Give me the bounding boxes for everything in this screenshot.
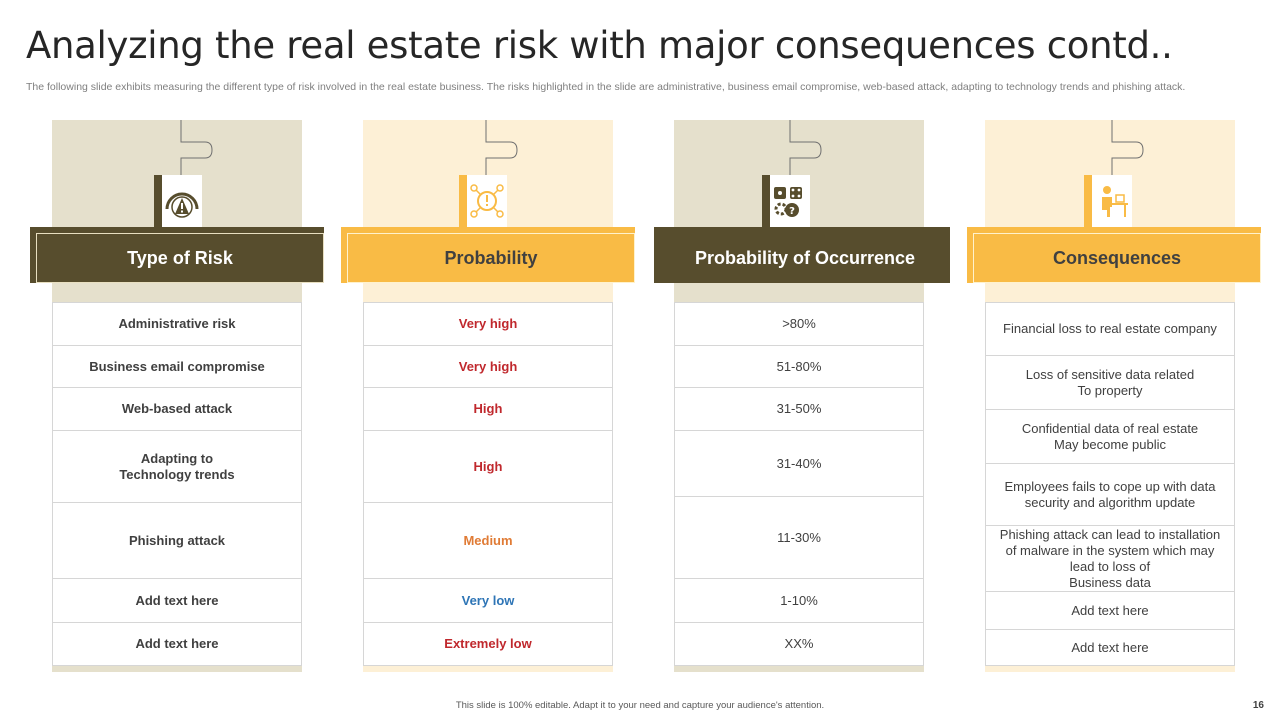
header-probability-of-occurrence: Probability of Occurrence <box>694 247 916 268</box>
table-cell: High <box>364 431 612 503</box>
header-type-of-risk: Type of Risk <box>36 233 324 283</box>
table-cell: Phishing attack <box>53 503 301 579</box>
table-cell: Phishing attack can lead to installation… <box>986 526 1234 592</box>
table-cell: Add text here <box>1071 639 1149 655</box>
network-alert-icon <box>459 175 507 227</box>
cells-probability: Very high Very high High High Medium Ver… <box>363 302 613 666</box>
table-cell: Confidential data of real estate May bec… <box>986 410 1234 464</box>
page-number: 16 <box>1252 700 1264 711</box>
person-desk-icon <box>1084 175 1132 227</box>
column-type-of-risk: Type of Risk Administrative risk Busines… <box>30 120 324 672</box>
table-cell: 51-80% <box>675 346 923 388</box>
table-cell: 31-50% <box>675 388 923 431</box>
puzzle-connector <box>789 120 822 175</box>
header-consequences: Consequences <box>973 233 1261 283</box>
column-probability: Probability Very high Very high High Hig… <box>341 120 635 672</box>
page-subtitle: The following slide exhibits measuring t… <box>26 81 1186 93</box>
cells-consequences: Financial loss to real estate company Lo… <box>985 302 1235 666</box>
table-cell: Administrative risk <box>53 303 301 346</box>
table-cell: Web-based attack <box>53 388 301 431</box>
table-cell: 11-30% <box>675 497 923 579</box>
table-cell: High <box>364 388 612 431</box>
column-probability-of-occurrence: ? Probability of Occurrence >80% 51-80% … <box>654 120 950 672</box>
svg-text:?: ? <box>789 206 795 217</box>
table-cell: >80% <box>675 303 923 346</box>
table-cell: Adapting to Technology trends <box>53 431 301 503</box>
puzzle-connector <box>1111 120 1144 175</box>
cells-probability-of-occurrence: >80% 51-80% 31-50% 31-40% 11-30% 1-10% X… <box>674 302 924 666</box>
header-probability: Probability <box>347 233 635 283</box>
column-consequences: Consequences Financial loss to real esta… <box>967 120 1261 672</box>
puzzle-connector <box>485 120 518 175</box>
puzzle-connector <box>180 120 213 175</box>
table-cell: Business email compromise <box>53 346 301 388</box>
table-cell: Add text here <box>135 636 219 651</box>
table-cell: Medium <box>364 503 612 579</box>
table-cell: 1-10% <box>675 579 923 623</box>
table-cell: 31-40% <box>675 431 923 497</box>
table-cell: Very high <box>364 303 612 346</box>
table-cell: Financial loss to real estate company <box>986 303 1234 356</box>
table-cell: XX% <box>784 636 814 651</box>
gauge-warning-icon <box>154 175 202 227</box>
cells-type-of-risk: Administrative risk Business email compr… <box>52 302 302 666</box>
table-cell: Add text here <box>53 579 301 623</box>
table-cell: Employees fails to cope up with data sec… <box>986 464 1234 526</box>
table-cell: Very low <box>364 579 612 623</box>
dice-gears-icon: ? <box>762 175 810 227</box>
footer-note: This slide is 100% editable. Adapt it to… <box>455 700 825 711</box>
page-title: Analyzing the real estate risk with majo… <box>26 24 1173 67</box>
table-cell: Extremely low <box>444 636 532 651</box>
table-cell: Add text here <box>986 592 1234 630</box>
table-cell: Very high <box>364 346 612 388</box>
table-cell: Loss of sensitive data related To proper… <box>986 356 1234 410</box>
